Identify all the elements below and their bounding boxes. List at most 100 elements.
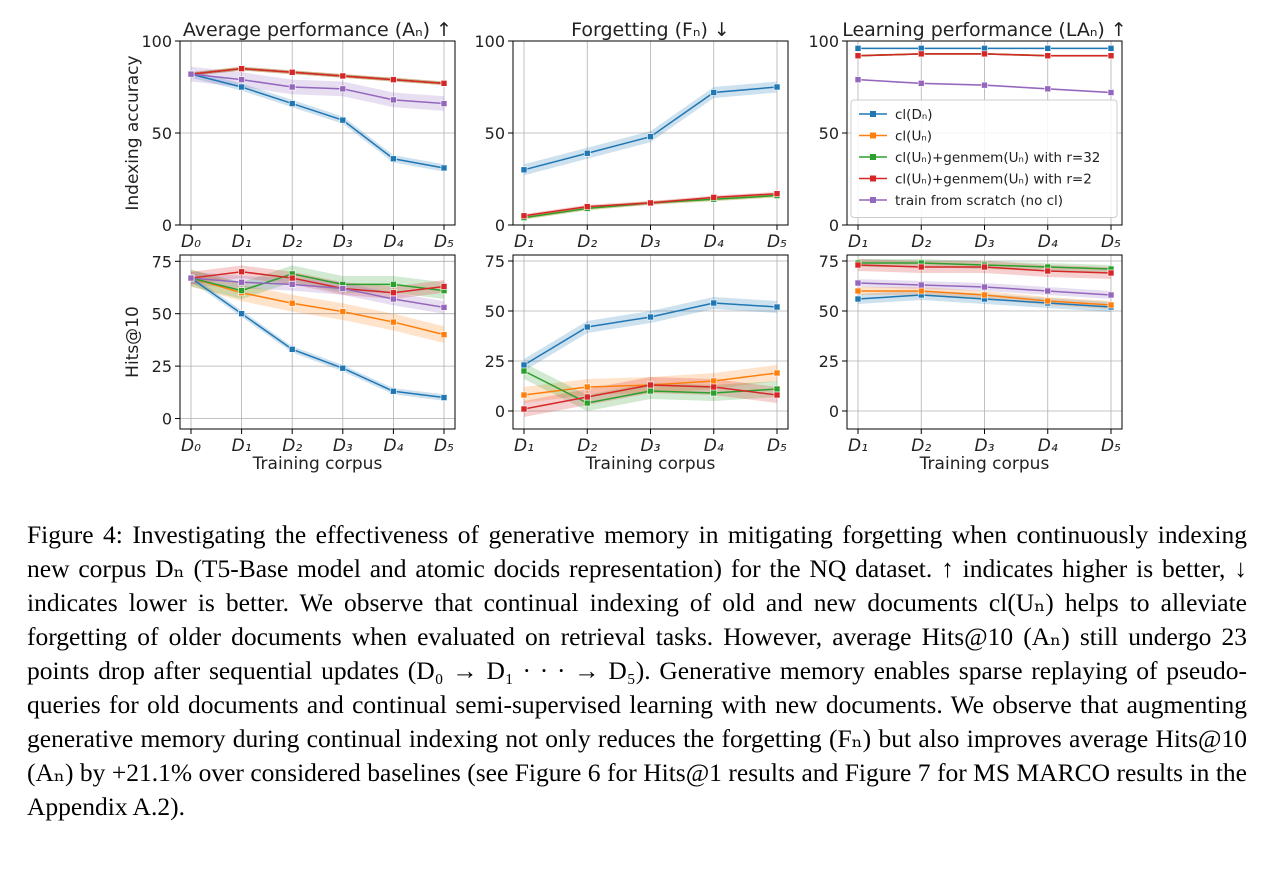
data-point <box>440 331 448 338</box>
y-tick-label: 25 <box>152 357 172 376</box>
data-point <box>1107 45 1115 52</box>
x-tick-label: D₅ <box>767 436 787 456</box>
y-tick-label: 50 <box>819 124 839 143</box>
x-tick-label: D₄ <box>704 232 724 252</box>
data-point <box>520 405 528 413</box>
data-point <box>238 287 245 294</box>
data-point <box>187 70 195 78</box>
chart-panel-5: 0 25 50 75 D₁ D₂ D₃ D₄ D₅ Training corpus <box>819 252 1123 474</box>
data-point <box>238 268 245 276</box>
x-tick-label: D₄ <box>383 436 403 456</box>
legend-marker <box>870 111 876 117</box>
x-tick-label: D₄ <box>1038 436 1058 456</box>
data-point <box>440 304 448 311</box>
confidence-band <box>191 66 444 86</box>
data-point <box>647 381 654 389</box>
confidence-band <box>191 265 444 300</box>
legend-marker <box>870 154 876 160</box>
legend-label: cl(Uₙ) <box>895 129 932 145</box>
x-tick-label: D₁ <box>514 232 534 252</box>
data-point <box>390 295 397 303</box>
data-point <box>981 45 988 52</box>
data-point <box>440 394 448 401</box>
data-point <box>773 190 781 198</box>
data-point <box>520 391 528 399</box>
data-point <box>647 199 654 207</box>
data-point <box>288 299 296 307</box>
x-tick-label: D₃ <box>333 232 353 252</box>
y-axis-label: Hits@10 <box>123 306 143 378</box>
data-point <box>1044 287 1052 295</box>
data-point <box>440 164 448 172</box>
data-point <box>917 263 925 271</box>
series-line <box>190 271 445 294</box>
data-point <box>238 83 245 91</box>
series-line <box>190 273 445 292</box>
caption-text: Investigating the effectiveness of gener… <box>27 520 1247 821</box>
data-point <box>917 281 925 289</box>
x-tick-label: D₀ <box>181 232 201 252</box>
data-point <box>710 383 718 391</box>
data-point <box>238 76 245 83</box>
x-tick-label: D₃ <box>641 232 661 252</box>
data-point <box>390 76 397 83</box>
data-point <box>339 72 347 80</box>
chart-panel-3: 0 25 50 75 D₀ D₁ D₂ D₃ D₄ D₅ Training corpus Hits@1… <box>123 252 456 474</box>
data-point <box>288 100 296 107</box>
data-point <box>583 149 591 157</box>
legend-marker <box>870 132 876 139</box>
data-point <box>1107 269 1115 277</box>
data-point <box>390 289 397 297</box>
x-tick-label: D₄ <box>704 436 724 456</box>
data-point <box>440 80 448 87</box>
x-tick-label: D₂ <box>911 232 931 252</box>
x-tick-label: D₅ <box>434 232 454 252</box>
data-point <box>288 346 296 353</box>
data-point <box>1044 52 1052 60</box>
x-tick-label: D₁ <box>514 436 534 456</box>
y-tick-label: 0 <box>162 410 172 429</box>
y-tick-label: 50 <box>485 302 505 321</box>
x-tick-label: D₅ <box>1101 232 1121 252</box>
data-point <box>187 274 195 282</box>
data-point <box>647 387 654 395</box>
data-point <box>339 116 347 124</box>
data-point <box>583 383 591 391</box>
data-point <box>390 318 397 326</box>
data-point <box>583 399 591 407</box>
series-line <box>190 73 445 169</box>
data-point <box>917 45 925 52</box>
x-tick-label: D₂ <box>577 436 597 456</box>
data-point <box>773 385 781 393</box>
data-point <box>854 295 862 303</box>
data-point <box>981 291 988 299</box>
x-tick-label: D₂ <box>282 232 302 252</box>
data-point <box>583 323 591 331</box>
data-point <box>1107 89 1115 96</box>
y-tick-label: 75 <box>485 252 505 271</box>
x-tick-label: D₃ <box>975 232 995 252</box>
data-point <box>520 361 528 369</box>
data-point <box>773 369 781 377</box>
data-point <box>238 65 245 72</box>
y-tick-label: 50 <box>819 302 839 321</box>
x-tick-label: D₅ <box>1101 436 1121 456</box>
legend-label: cl(Dₙ) <box>895 107 932 123</box>
data-point <box>288 281 296 288</box>
chart-panel-0: 0 50 100 D₀ D₁ D₂ D₃ D₄ D₅ Average performance (A… <box>123 19 456 252</box>
data-point <box>710 389 718 397</box>
legend-label: cl(Uₙ)+genmem(Uₙ) with r=32 <box>895 150 1100 166</box>
x-tick-label: D₅ <box>434 436 454 456</box>
series-line <box>190 277 445 399</box>
chart-panel-4: 0 25 50 75 D₁ D₂ D₃ D₄ D₅ Training corpus <box>485 252 789 474</box>
data-point <box>1107 291 1115 299</box>
confidence-band <box>191 66 444 86</box>
legend-label: train from scratch (no cl) <box>895 193 1063 209</box>
y-tick-label: 0 <box>162 216 172 235</box>
chart-title: Average performance (Aₙ) ↑ <box>183 19 452 41</box>
data-point <box>981 81 988 89</box>
y-tick-label: 75 <box>152 252 172 271</box>
x-tick-label: D₀ <box>181 436 201 456</box>
data-point <box>1044 85 1052 93</box>
data-point <box>917 80 925 87</box>
